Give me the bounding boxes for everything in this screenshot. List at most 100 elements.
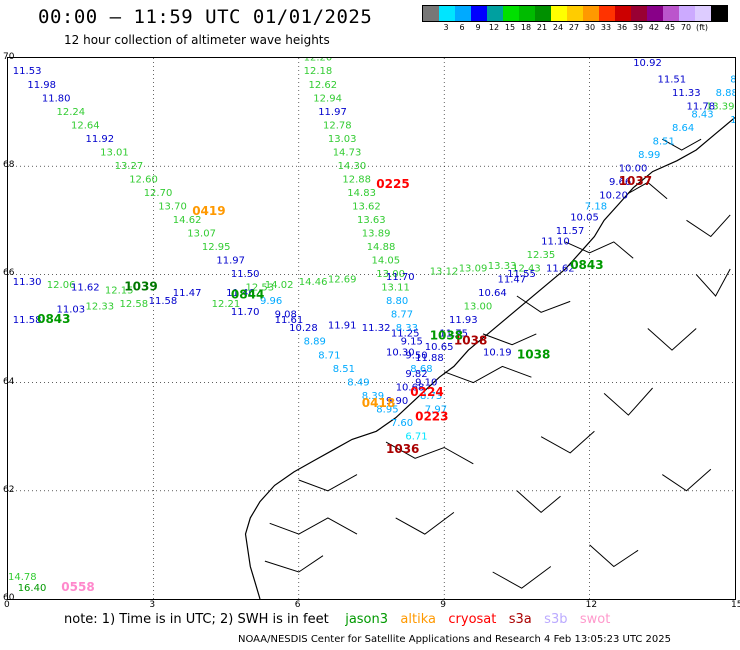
wave-height-value: 9.15 bbox=[401, 337, 423, 348]
wave-height-value: 10.28 bbox=[289, 323, 318, 334]
wave-height-value: 11.61 bbox=[275, 315, 304, 326]
legend-swatch bbox=[695, 6, 711, 21]
wave-height-value: 13.70 bbox=[158, 202, 187, 213]
wave-height-value: 11.30 bbox=[13, 277, 42, 288]
wave-height-value: 9.82 bbox=[405, 369, 427, 380]
lat-tick-label: 64 bbox=[3, 376, 15, 387]
wave-height-value: 11.91 bbox=[328, 321, 357, 332]
wave-height-value: 12.95 bbox=[202, 242, 231, 253]
wave-height-value: 11.78 bbox=[687, 101, 716, 112]
fjord-outline bbox=[589, 544, 639, 568]
wave-height-value: 11.47 bbox=[498, 275, 527, 286]
wave-height-value: 12.15 bbox=[105, 285, 134, 296]
wave-height-value: 16.40 bbox=[18, 583, 47, 594]
fjord-outline bbox=[516, 295, 571, 313]
wave-height-value: 8.49 bbox=[347, 377, 369, 388]
wave-height-value: 11.03 bbox=[57, 304, 86, 315]
wave-height-value: 12.69 bbox=[328, 275, 357, 286]
wave-height-value: 11.50 bbox=[231, 269, 260, 280]
wave-height-value: 11.97 bbox=[318, 107, 347, 118]
wave-height-value: 8.9 bbox=[730, 74, 735, 85]
pass-time-label: 1039 bbox=[124, 280, 157, 294]
legend-swatch bbox=[567, 6, 583, 21]
legend-label: 3 bbox=[443, 23, 449, 32]
fjord-outline bbox=[385, 441, 474, 465]
wave-height-map: 11.53 11.98 11.80 12.24 12.64 11.92 13.01 13.27… bbox=[7, 57, 736, 600]
wave-height-value: 13 bbox=[730, 115, 735, 126]
wave-height-value: 9.90 bbox=[386, 396, 408, 407]
wave-height-value: 12.33 bbox=[86, 302, 115, 313]
pass-time-label: 1038 bbox=[517, 347, 550, 361]
wave-height-value: 7.18 bbox=[585, 202, 607, 213]
wave-height-value: 14.88 bbox=[367, 242, 396, 253]
lat-tick-label: 60 bbox=[3, 593, 15, 603]
wave-height-value: 11.25 bbox=[391, 329, 420, 340]
satellite-name: s3a bbox=[496, 612, 532, 627]
wave-height-value: 8.71 bbox=[318, 350, 340, 361]
wave-height-value: 8.68 bbox=[410, 364, 432, 375]
legend-swatch bbox=[423, 6, 439, 21]
wave-height-value: 8.33 bbox=[396, 323, 418, 334]
fjord-outline bbox=[269, 517, 358, 535]
map-title: 00:00 – 11:59 UTC 01/01/2025 bbox=[38, 6, 373, 28]
wave-height-value: 11.47 bbox=[173, 288, 202, 299]
wave-height-value: 8.73 bbox=[420, 391, 442, 402]
fjord-outline bbox=[264, 555, 324, 573]
legend-swatch bbox=[679, 6, 695, 21]
satellite-name: cryosat bbox=[435, 612, 497, 627]
pass-time-label: 0419 bbox=[192, 204, 225, 218]
wave-height-value: 13.00 bbox=[376, 269, 405, 280]
wave-height-value: 9.50 bbox=[405, 350, 427, 361]
lat-tick-label: 66 bbox=[3, 268, 15, 279]
wave-height-value: 11.62 bbox=[71, 283, 100, 294]
wave-height-value: 13.89 bbox=[362, 229, 391, 240]
wave-height-value: 8.80 bbox=[386, 296, 408, 307]
legend-label: 27 bbox=[568, 23, 580, 32]
legend-label: 18 bbox=[520, 23, 532, 32]
fjord-outline bbox=[444, 365, 532, 384]
fjord-outline bbox=[662, 138, 702, 151]
wave-height-value: 10.00 bbox=[619, 164, 648, 175]
legend-swatch bbox=[631, 6, 647, 21]
wave-height-value: 10.65 bbox=[425, 342, 454, 353]
wave-height-value: 14.02 bbox=[265, 280, 294, 291]
legend-label: 70 bbox=[680, 23, 692, 32]
wave-height-value: 10.68 bbox=[396, 383, 425, 394]
legend-label: 9 bbox=[475, 23, 481, 32]
wave-height-value: 7.97 bbox=[425, 404, 447, 415]
wave-height-value: 11.75 bbox=[439, 329, 468, 340]
wave-height-value: 12.78 bbox=[323, 120, 352, 131]
wave-height-value: 11.58 bbox=[149, 296, 178, 307]
fjord-outline bbox=[540, 430, 595, 454]
satellite-name: altika bbox=[388, 612, 436, 627]
satellite-name: s3b bbox=[531, 612, 568, 627]
wave-height-value: 8.51 bbox=[653, 137, 675, 148]
pass-time-label: 1037 bbox=[619, 174, 652, 188]
fjord-outline bbox=[482, 333, 537, 346]
wave-height-value: 11.32 bbox=[362, 323, 391, 334]
pass-time-label: 1036 bbox=[386, 442, 419, 456]
wave-height-value: 13.03 bbox=[328, 134, 357, 145]
map-canvas: 11.53 11.98 11.80 12.24 12.64 11.92 13.01 13.27… bbox=[8, 58, 735, 599]
lon-tick-label: 3 bbox=[149, 600, 156, 610]
fjord-outline bbox=[647, 328, 697, 351]
lat-tick-label: 68 bbox=[3, 160, 15, 171]
wave-height-value: 8.64 bbox=[672, 123, 694, 134]
credit-footer: NOAA/NESDIS Center for Satellite Applica… bbox=[238, 634, 671, 645]
fjord-outline bbox=[628, 181, 668, 200]
legend-swatch bbox=[583, 6, 599, 21]
fjord-outline bbox=[695, 268, 731, 297]
wave-height-value: 13.01 bbox=[100, 147, 129, 158]
wave-height-value: 12.62 bbox=[309, 80, 338, 91]
wave-height-value: 12.94 bbox=[313, 93, 342, 104]
wave-height-value: 12.35 bbox=[527, 250, 556, 261]
legend-swatch bbox=[519, 6, 535, 21]
wave-height-value: 12.58 bbox=[120, 299, 149, 310]
legend-swatch bbox=[663, 6, 679, 21]
fjord-outline bbox=[516, 490, 561, 514]
wave-height-value: 12.53 bbox=[246, 283, 275, 294]
wave-height-value: 13.27 bbox=[115, 161, 144, 172]
wave-height-value: 12.20 bbox=[304, 58, 333, 64]
satellite-name: jason3 bbox=[332, 612, 389, 627]
wave-height-value: 12.70 bbox=[144, 188, 173, 199]
